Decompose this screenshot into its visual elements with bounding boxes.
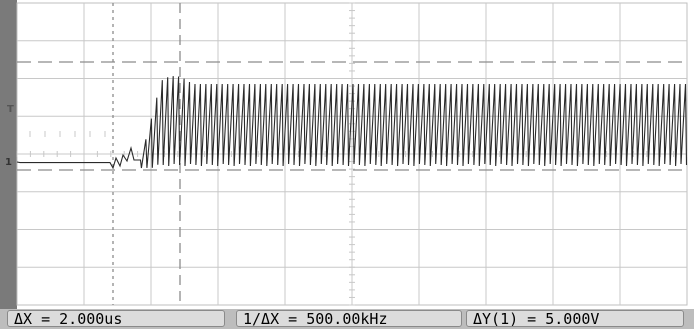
trigger-level-marker: T	[7, 104, 14, 115]
inverse-delta-x-readout[interactable]: 1/ΔX = 500.00kHz	[236, 310, 462, 327]
left-bezel	[0, 0, 17, 309]
delta-y-text: ΔY(1) = 5.000V	[473, 310, 600, 327]
measurement-status-bar: ΔX = 2.000us 1/ΔX = 500.00kHz ΔY(1) = 5.…	[0, 309, 694, 329]
waveform-screen	[0, 0, 688, 309]
channel-1-ground-marker: 1	[5, 157, 12, 168]
delta-y-readout[interactable]: ΔY(1) = 5.000V	[466, 310, 684, 327]
channel-1-trace	[16, 76, 688, 170]
delta-x-readout[interactable]: ΔX = 2.000us	[7, 310, 225, 327]
inverse-delta-x-text: 1/ΔX = 500.00kHz	[243, 310, 388, 327]
delta-x-text: ΔX = 2.000us	[14, 310, 123, 327]
